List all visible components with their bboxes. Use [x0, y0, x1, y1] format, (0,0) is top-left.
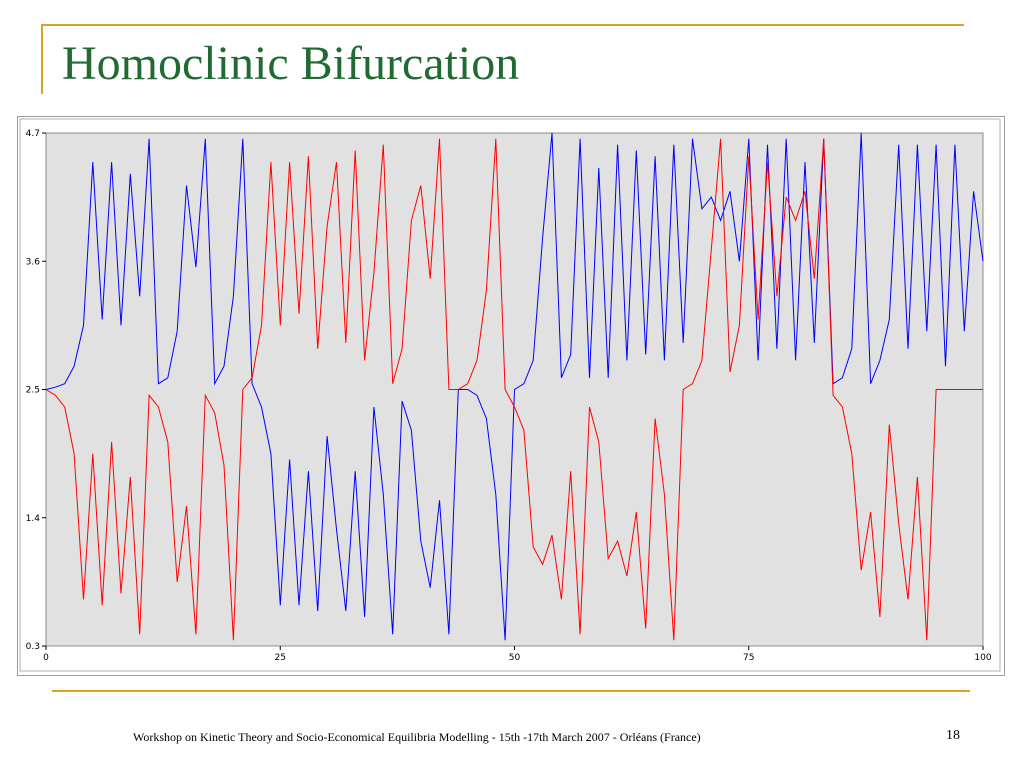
x-tick-label: 25 — [275, 653, 286, 663]
y-tick-label: 4.7 — [26, 129, 40, 139]
x-tick-label: 100 — [974, 653, 991, 663]
slide-number: 18 — [946, 728, 960, 743]
x-tick-label: 75 — [743, 653, 754, 663]
bottom-rule — [52, 690, 970, 692]
x-tick-label: 0 — [43, 653, 49, 663]
y-tick-label: 1.4 — [26, 514, 41, 524]
footer-text: Workshop on Kinetic Theory and Socio-Eco… — [133, 730, 701, 744]
top-rule — [41, 24, 964, 26]
y-tick-label: 3.6 — [26, 257, 41, 267]
x-tick-label: 50 — [509, 653, 521, 663]
left-rule — [41, 24, 43, 94]
chart-panel: 4.7 3.6 2.5 1.4 0.3 0 25 50 75 100 — [17, 116, 1005, 676]
slide-title: Homoclinic Bifurcation — [62, 37, 520, 90]
y-tick-label: 2.5 — [26, 386, 40, 396]
y-tick-label: 0.3 — [26, 642, 40, 652]
series-line-red — [45, 138, 983, 641]
line-chart: 4.7 3.6 2.5 1.4 0.30 25 50 75 100 — [19, 118, 1001, 672]
